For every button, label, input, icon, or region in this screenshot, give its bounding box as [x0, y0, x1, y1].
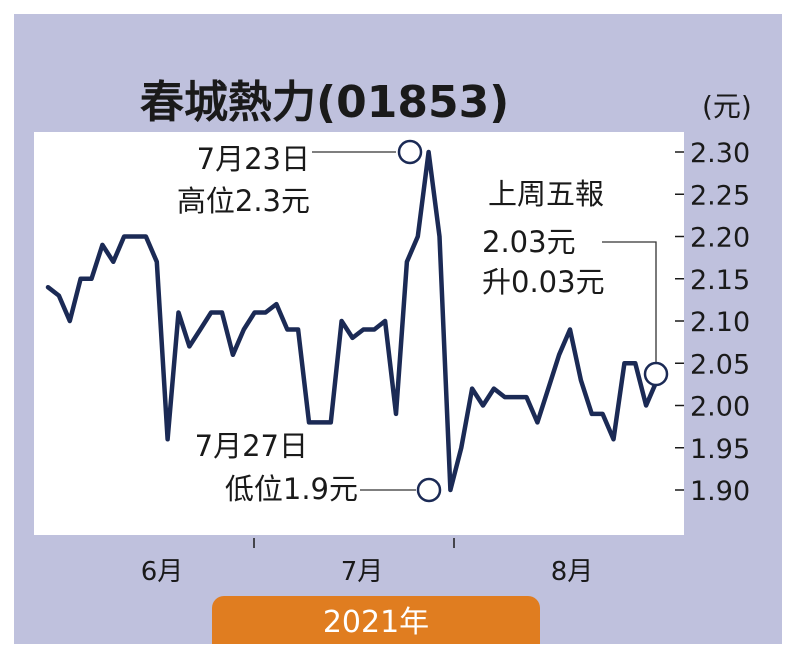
y-tick-label: 2.30 — [690, 138, 750, 169]
low-point-marker — [416, 477, 442, 503]
y-tick-label: 1.90 — [690, 476, 750, 507]
high-annotation-value: 高位2.3元 — [177, 184, 310, 218]
year-label: 2021年 — [323, 605, 429, 640]
y-tick-label: 2.10 — [690, 307, 750, 338]
x-tick-label: 6月 — [141, 557, 184, 587]
x-tick-label: 7月 — [341, 557, 384, 587]
chart-title: 春城熱力(01853) — [140, 77, 509, 128]
y-tick-label: 2.05 — [690, 349, 750, 380]
chart-frame: 春城熱力(01853) (元) 2.30 2.25 2.20 2.15 2.10 2.05… — [14, 14, 782, 644]
y-tick-label: 2.20 — [690, 223, 750, 254]
low-annotation-value: 低位1.9元 — [225, 472, 358, 506]
last-annotation-change: 升0.03元 — [482, 265, 605, 299]
last-point-marker — [643, 361, 669, 387]
y-axis-ticks: 2.30 2.25 2.20 2.15 2.10 2.05 2.00 1.95 1.90 — [675, 138, 750, 507]
low-annotation-date: 7月27日 — [195, 429, 308, 463]
last-annotation-title: 上周五報 — [488, 177, 604, 211]
y-tick-label: 2.25 — [690, 180, 750, 211]
last-annotation-price: 2.03元 — [482, 225, 576, 259]
x-tick-label: 8月 — [551, 557, 594, 587]
series-line — [45, 149, 660, 493]
last-callout-line — [602, 241, 657, 362]
high-point-marker — [397, 139, 423, 165]
year-banner-base — [212, 614, 540, 644]
y-tick-label: 2.15 — [690, 265, 750, 296]
price-line-chart: 春城熱力(01853) (元) 2.30 2.25 2.20 2.15 2.10 2.05… — [34, 77, 752, 644]
unit-label: (元) — [702, 90, 752, 123]
y-tick-label: 2.00 — [690, 392, 750, 423]
y-tick-label: 1.95 — [690, 434, 750, 465]
high-annotation-date: 7月23日 — [197, 142, 310, 176]
